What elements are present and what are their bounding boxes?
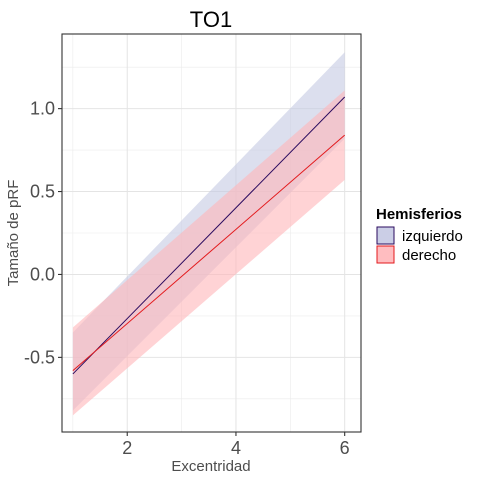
series-line-derecho: [72, 134, 346, 372]
plot-area: [61, 33, 362, 433]
legend-label-izquierdo: izquierdo: [402, 228, 463, 245]
plot-border: [61, 33, 362, 433]
legend-key-izquierdo: [376, 226, 395, 245]
legend: Hemisferios izquierdo derecho: [376, 206, 463, 264]
series-line-izquierdo: [72, 96, 346, 375]
legend-keys: izquierdo derecho: [376, 226, 463, 264]
chart-title: TO1: [190, 7, 232, 32]
x-axis-ticks: 2 4 6: [122, 432, 350, 458]
y-axis-title: Tamaño de pRF: [5, 180, 22, 287]
series-lines: [72, 96, 346, 375]
y-tick-label: -0.5: [24, 347, 55, 367]
legend-title: Hemisferios: [376, 206, 462, 223]
y-tick-label: 0.0: [30, 264, 55, 284]
y-tick-label: 0.5: [30, 182, 55, 202]
x-tick-label: 6: [340, 438, 350, 458]
y-axis-ticks: -0.5 0.0 0.5 1.0: [24, 99, 62, 367]
legend-key-derecho: [376, 245, 395, 264]
x-tick-label: 4: [231, 438, 241, 458]
legend-label-derecho: derecho: [402, 247, 456, 264]
y-tick-label: 1.0: [30, 99, 55, 119]
x-tick-label: 2: [122, 438, 132, 458]
x-axis-title: Excentridad: [171, 458, 250, 475]
